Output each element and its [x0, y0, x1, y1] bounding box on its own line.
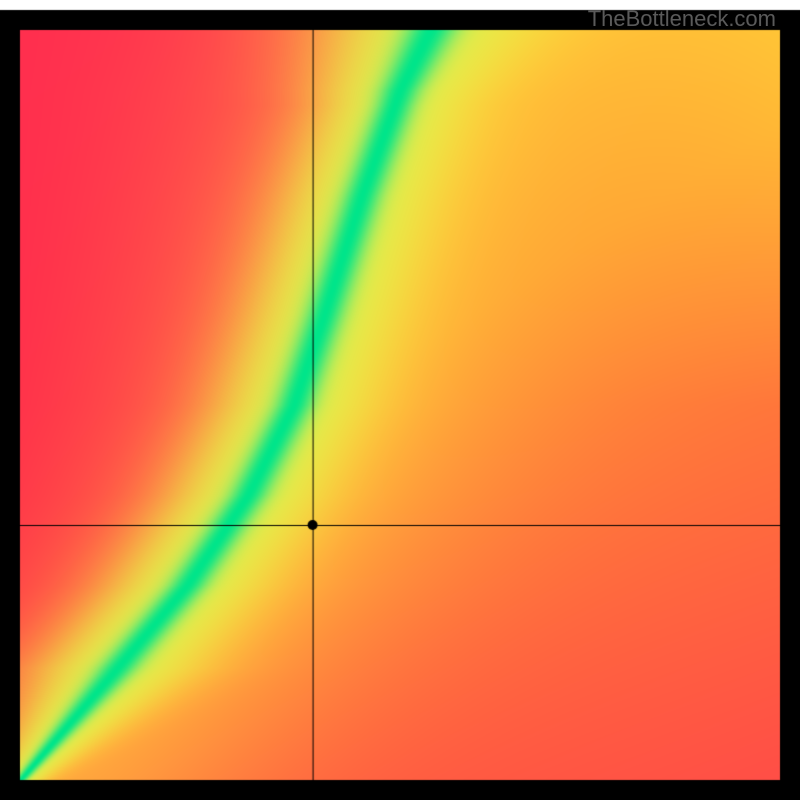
watermark-text: TheBottleneck.com — [588, 6, 776, 32]
heatmap-canvas — [0, 0, 800, 800]
chart-container: TheBottleneck.com — [0, 0, 800, 800]
